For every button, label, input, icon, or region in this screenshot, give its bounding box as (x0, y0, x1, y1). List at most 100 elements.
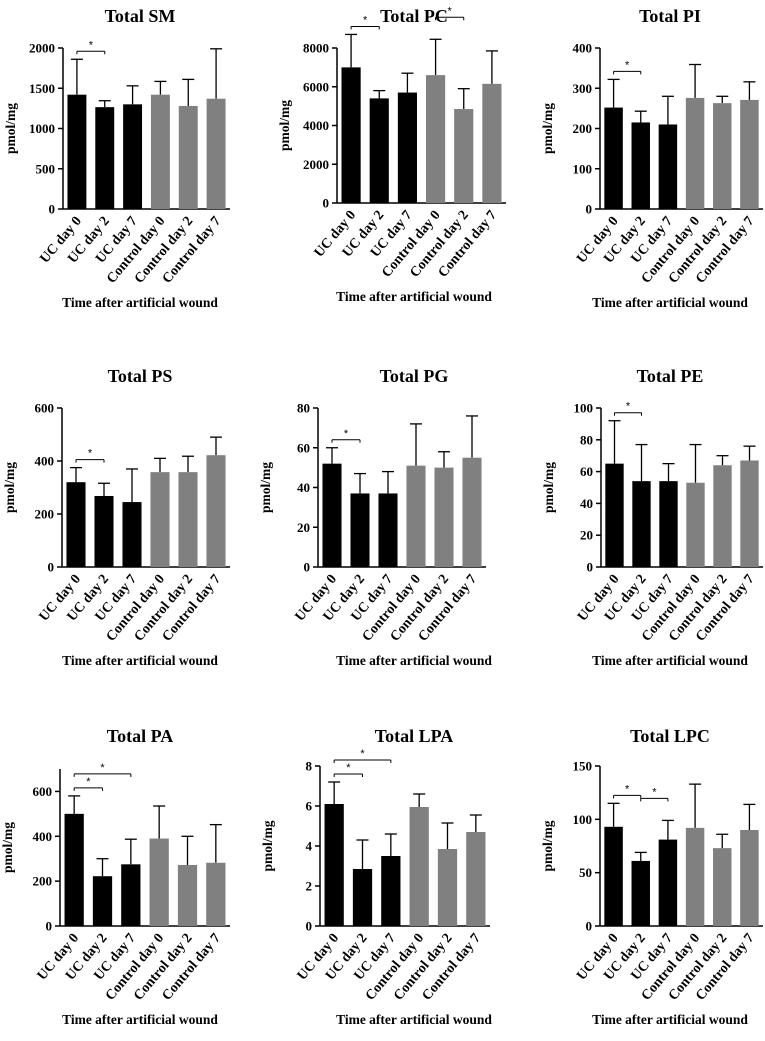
y-tick-label: 600 (33, 784, 53, 799)
bar-uc-day-7 (658, 839, 678, 926)
bar-uc-day-2 (92, 876, 113, 926)
y-tick-label: 0 (306, 919, 313, 934)
significance-star: * (625, 59, 630, 71)
bar-control-day-7 (206, 455, 226, 567)
y-tick-label: 6000 (303, 79, 329, 94)
bar-control-day-7 (462, 457, 482, 567)
significance-star: * (344, 428, 349, 440)
x-axis-label: Time after artificial wound (336, 289, 492, 304)
bar-uc-day-2 (352, 869, 373, 926)
bar-control-day-2 (178, 105, 198, 209)
significance-star: * (360, 748, 365, 760)
y-tick-label: 500 (36, 161, 56, 176)
significance-star: * (88, 448, 93, 460)
y-tick-label: 300 (573, 81, 593, 96)
y-tick-label: 80 (297, 401, 310, 416)
y-axis-label: pmol/mg (258, 462, 273, 513)
y-tick-label: 0 (586, 919, 593, 934)
bar-uc-day-7 (123, 104, 143, 209)
bar-control-day-2 (713, 848, 732, 926)
significance-star: * (626, 401, 631, 413)
y-tick-label: 40 (297, 480, 310, 495)
bar-uc-day-7 (378, 493, 398, 567)
y-tick-label: 150 (573, 759, 593, 774)
significance-star: * (652, 786, 657, 798)
y-tick-label: 0 (48, 560, 55, 575)
bar-control-day-7 (482, 83, 502, 203)
y-tick-label: 100 (574, 401, 594, 416)
y-tick-label: 0 (304, 560, 311, 575)
x-axis-label: Time after artificial wound (336, 653, 492, 668)
y-tick-label: 200 (33, 874, 53, 889)
y-axis-label: pmol/mg (3, 103, 18, 154)
y-tick-label: 0 (323, 196, 330, 211)
bar-control-day-0 (406, 465, 426, 567)
y-tick-label: 400 (35, 454, 55, 469)
bar-control-day-7 (466, 832, 486, 926)
significance-star: * (448, 5, 453, 17)
bar-uc-day-7 (659, 481, 678, 567)
bar-control-day-0 (149, 838, 169, 926)
bar-control-day-0 (150, 472, 170, 567)
y-tick-label: 6 (306, 799, 313, 814)
y-tick-label: 8000 (303, 41, 329, 56)
y-tick-label: 20 (297, 520, 310, 535)
x-axis-label: Time after artificial wound (62, 653, 218, 668)
chart-title: Total PA (107, 726, 174, 746)
y-axis-label: pmol/mg (541, 462, 556, 513)
y-tick-label: 4 (306, 839, 313, 854)
bar-uc-day-0 (64, 813, 84, 926)
y-axis-label: pmol/mg (260, 820, 275, 871)
bar-uc-day-2 (369, 98, 389, 203)
bar-uc-day-0 (341, 67, 361, 203)
bar-uc-day-0 (322, 463, 342, 567)
y-tick-label: 40 (580, 496, 593, 511)
y-tick-label: 2000 (29, 41, 55, 56)
bar-control-day-7 (740, 830, 759, 926)
chart-title: Total SM (105, 6, 176, 26)
y-tick-label: 400 (573, 41, 593, 56)
x-axis-label: Time after artificial wound (592, 1012, 748, 1027)
chart-title: Total PI (639, 6, 701, 26)
significance-star: * (363, 14, 368, 26)
y-tick-label: 4000 (303, 118, 329, 133)
bar-control-day-7 (206, 862, 226, 926)
y-tick-label: 20 (580, 528, 593, 543)
x-axis-label: Time after artificial wound (62, 295, 218, 310)
y-tick-label: 2 (306, 879, 313, 894)
chart-title: Total PE (637, 366, 704, 386)
y-tick-label: 600 (35, 401, 55, 416)
significance-star: * (625, 783, 630, 795)
y-axis-label: pmol/mg (277, 100, 292, 151)
bar-uc-day-2 (94, 495, 114, 567)
significance-star: * (346, 762, 351, 774)
y-tick-label: 60 (580, 464, 593, 479)
bar-uc-day-2 (95, 107, 115, 209)
significance-star: * (100, 762, 105, 774)
bar-control-day-2 (178, 472, 198, 567)
x-axis-label: Time after artificial wound (592, 295, 748, 310)
y-tick-label: 60 (297, 440, 310, 455)
bar-uc-day-2 (631, 860, 650, 926)
y-tick-label: 0 (587, 560, 594, 575)
bar-uc-day-0 (604, 107, 623, 209)
y-tick-label: 1500 (29, 81, 55, 96)
bar-uc-day-0 (605, 463, 624, 567)
y-tick-label: 200 (573, 121, 593, 136)
bar-uc-day-0 (67, 94, 87, 209)
bar-control-day-2 (434, 467, 454, 567)
bar-uc-day-7 (381, 856, 401, 926)
bar-control-day-0 (685, 97, 705, 209)
bar-control-day-2 (454, 109, 474, 203)
bar-control-day-2 (437, 849, 458, 926)
bar-control-day-7 (740, 99, 759, 209)
y-tick-label: 80 (580, 432, 593, 447)
bar-uc-day-0 (324, 804, 344, 926)
